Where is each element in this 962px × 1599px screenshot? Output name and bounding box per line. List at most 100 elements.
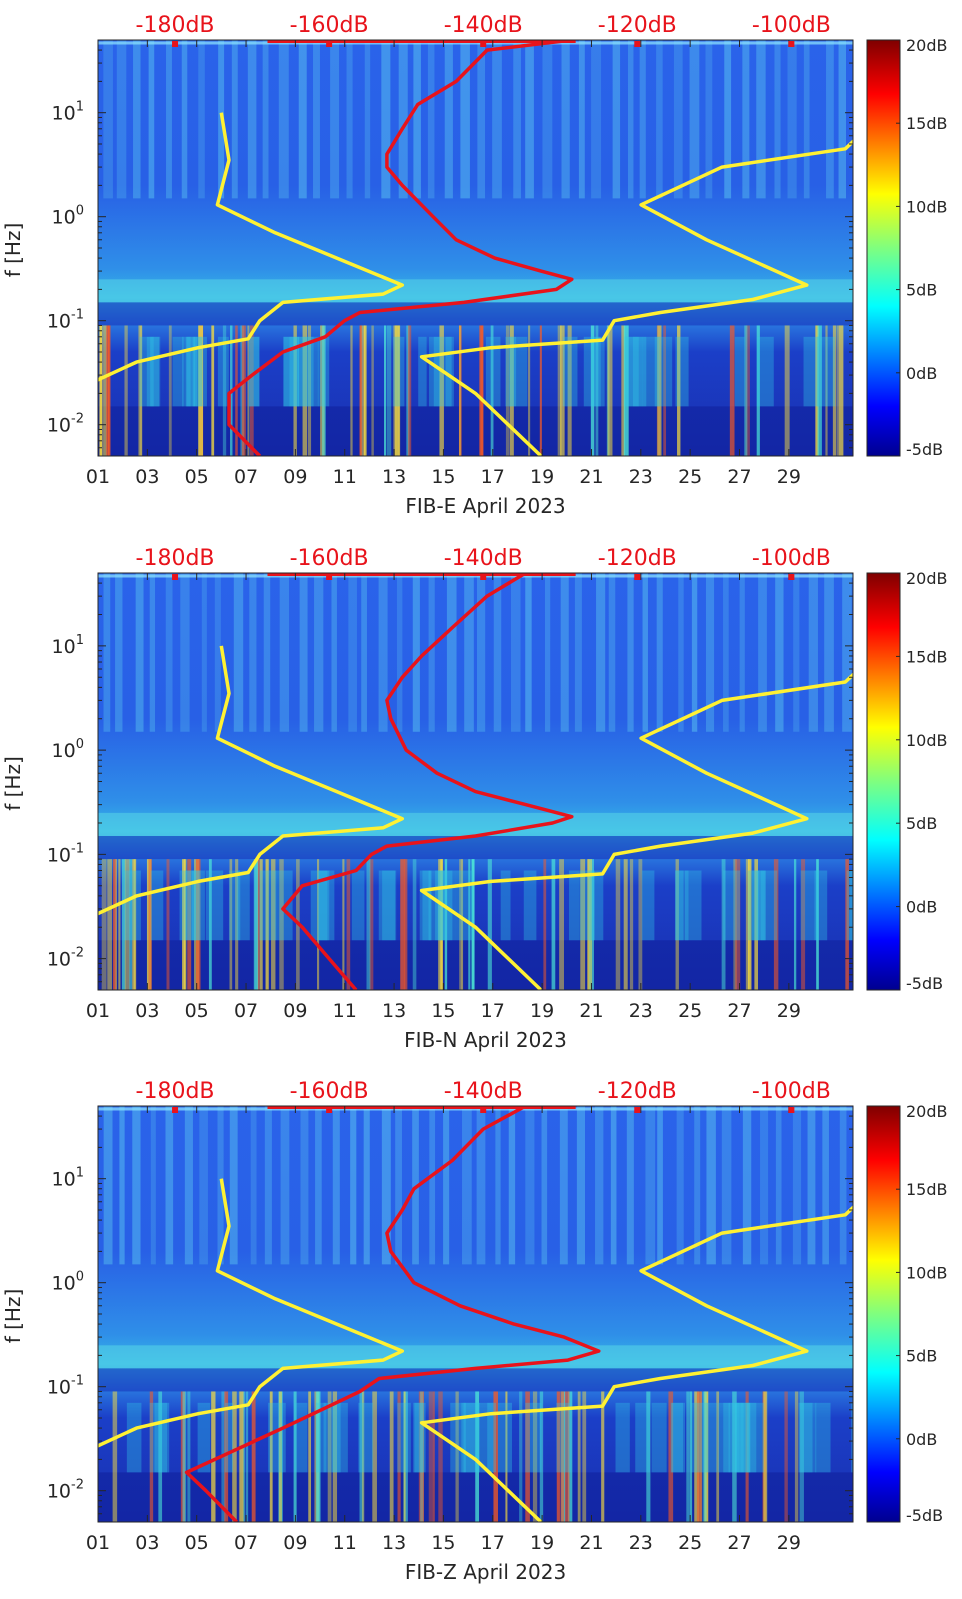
transient-streak [428,1391,433,1522]
lowfreq-block [591,870,604,941]
lowfreq-block [485,336,501,407]
transient-streak [259,859,263,990]
y-tick-label: 101 [52,100,84,125]
lowfreq-block [124,870,141,941]
daily-streak [838,40,846,199]
noise-model-high-curve [419,672,853,990]
colorbar-label: 15dB [906,114,948,133]
daily-streak [724,40,732,199]
daily-streak [525,40,534,199]
transient-streak [121,859,126,990]
x-tick-label: 15 [431,1532,455,1554]
daily-streak [278,40,289,199]
daily-streak [184,1106,193,1265]
top-db-label: -160dB [290,13,369,38]
transient-streak [112,859,116,990]
transient-streak [412,859,417,990]
daily-streak [346,40,353,199]
transient-streak [567,325,572,456]
lowfreq-block [756,870,767,941]
transient-streak [458,325,462,456]
transient-streak [729,325,735,456]
daily-streak [739,573,745,732]
x-tick-label: 01 [86,1000,110,1022]
daily-streak [578,40,585,199]
lowfreq-block [413,1402,424,1473]
top-db-label: -160dB [290,1079,369,1104]
top-db-marker [480,574,487,580]
lowfreq-block [800,1402,817,1473]
transient-streak [279,859,284,990]
x-axis-label: FIB-Z April 2023 [405,1560,566,1584]
top-db-marker [326,1107,333,1113]
transient-streak [114,859,118,990]
x-tick-label: 17 [481,1000,505,1022]
transient-streak [269,1391,273,1522]
daily-streak [596,573,606,732]
daily-streak [656,40,663,199]
x-axis-label: FIB-N April 2023 [404,1028,567,1052]
transient-streak [735,859,741,990]
transient-streak [577,1391,581,1522]
daily-streak [574,573,582,732]
transient-streak [784,1391,788,1522]
daily-streak [544,573,551,732]
top-db-label: -120dB [598,1079,677,1104]
transient-streak [539,1391,544,1522]
top-db-marker [788,1107,795,1113]
daily-streak [412,1106,419,1265]
lowfreq-block [523,870,537,941]
lowfreq-block [179,870,196,941]
x-tick-label: 23 [629,466,653,488]
daily-streak [676,1106,684,1265]
transient-streak [505,1391,508,1522]
y-tick-label: 101 [52,1166,84,1191]
lowfreq-block [562,336,578,407]
lowfreq-block [751,870,765,941]
transient-streak [99,325,103,456]
transient-streak [621,325,625,456]
noise-model-low-curve [98,112,405,382]
lowfreq-block [172,336,184,407]
transient-streak [278,1391,282,1522]
lowfreq-block [816,336,828,407]
transient-streak [721,859,726,990]
lowfreq-block [654,336,673,407]
transient-streak [745,1391,749,1522]
transient-streak [455,1391,459,1522]
lowfreq-block [556,1402,571,1473]
daily-streak [492,40,502,199]
top-db-label: -120dB [598,546,677,571]
heatmap-texture [98,573,853,990]
colorbar-label: 20dB [906,36,948,55]
transient-streak [224,1391,229,1522]
lowfreq-block [358,1402,374,1473]
x-tick-label: 19 [530,466,554,488]
transient-streak [528,325,531,456]
transient-streak [532,1391,538,1522]
x-tick-label: 25 [678,466,702,488]
lowfreq-block [735,1402,751,1473]
transient-streak [438,859,441,990]
daily-streak [427,40,435,199]
lowfreq-block [626,336,643,407]
daily-streak [723,573,729,732]
transient-streak [132,859,136,990]
daily-streak [775,573,784,732]
transient-streak [525,1391,530,1522]
lowfreq-block [615,1402,630,1473]
daily-streak [364,40,371,199]
daily-streak [493,573,502,732]
daily-streak [559,1106,568,1265]
transient-streak [839,325,844,456]
transient-streak [487,859,492,990]
x-tick-label: 11 [333,1532,357,1554]
transient-streak [686,1391,690,1522]
transient-streak [732,1391,737,1522]
colorbar-label: 10dB [906,197,948,216]
transient-streak [438,1391,443,1522]
lowfreq-block [182,336,191,407]
lowfreq-block [419,870,431,941]
y-tick-exponent: -2 [71,412,84,427]
x-tick-label: 05 [185,466,209,488]
